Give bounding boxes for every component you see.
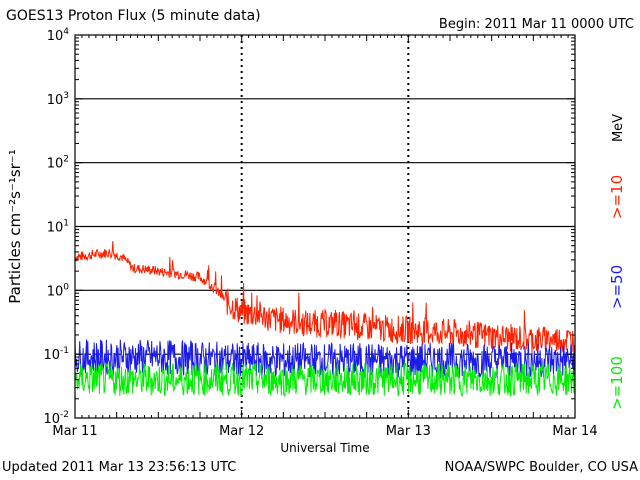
credit-label: NOAA/SWPC Boulder, CO USA [444, 460, 638, 475]
y-tick-label: 101 [47, 219, 69, 236]
x-axis-label: Universal Time [280, 441, 369, 455]
x-tick-label: Mar 13 [386, 424, 431, 439]
updated-time: Updated 2011 Mar 13 23:56:13 UTC [2, 460, 237, 475]
y-tick-label: 103 [47, 91, 69, 108]
legend-label: >=50 [608, 265, 626, 309]
legend-unit-label: MeV [611, 114, 626, 142]
legend-label: >=10 [608, 175, 626, 219]
y-tick-label: 100 [47, 282, 70, 299]
x-tick-label: Mar 12 [219, 424, 264, 439]
series-line-ge100 [74, 361, 576, 398]
x-tick-label: Mar 14 [552, 424, 597, 439]
y-tick-label: 104 [47, 27, 70, 44]
y-tick-label: 10-2 [43, 410, 69, 427]
begin-time: Begin: 2011 Mar 11 0000 UTC [438, 17, 634, 32]
series-line-ge10 [74, 240, 576, 354]
x-tick-label: Mar 11 [52, 424, 97, 439]
legend-label: >=100 [608, 356, 626, 410]
y-tick-label: 10-1 [43, 346, 69, 363]
y-tick-label: 102 [47, 155, 69, 172]
chart-title: GOES13 Proton Flux (5 minute data) [6, 8, 261, 24]
y-axis-label: Particles cm⁻²s⁻¹sr⁻¹ [6, 149, 24, 303]
series-line-ge50 [74, 339, 576, 379]
